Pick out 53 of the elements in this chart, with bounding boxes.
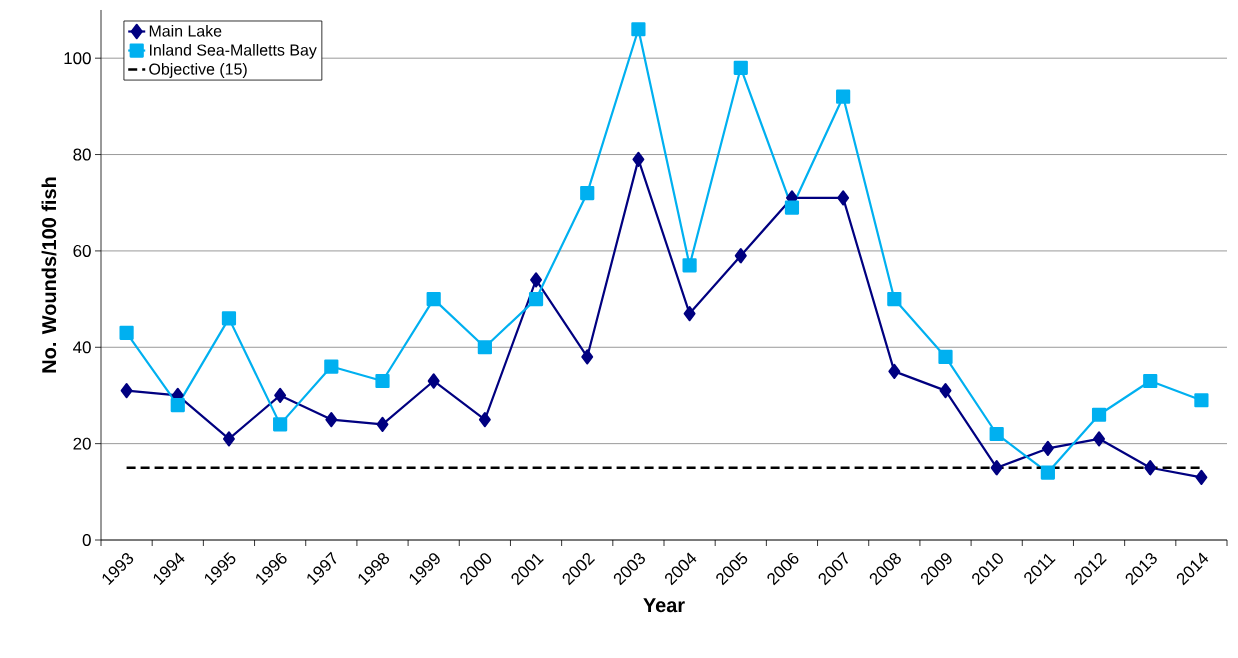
point <box>734 248 747 264</box>
point <box>784 200 800 215</box>
y-tick-label: 0 <box>82 534 91 546</box>
y-tick-label: 80 <box>73 148 91 161</box>
y-tick-label: 60 <box>73 244 91 257</box>
point <box>325 411 338 428</box>
point <box>222 431 235 447</box>
point <box>120 383 133 399</box>
point <box>733 60 748 75</box>
point <box>1144 460 1157 476</box>
point <box>888 363 901 379</box>
y-axis-title: No. Wounds/100 fish <box>41 177 57 373</box>
point <box>1040 465 1055 480</box>
point <box>1194 393 1209 408</box>
point <box>632 151 645 167</box>
point <box>1195 469 1208 485</box>
point <box>427 373 440 389</box>
point <box>478 411 491 428</box>
y-tick-label: 40 <box>73 341 91 354</box>
point <box>938 349 953 365</box>
point <box>324 359 339 374</box>
point <box>682 258 697 273</box>
point <box>426 291 441 307</box>
point <box>530 272 543 288</box>
point <box>477 340 492 355</box>
point <box>119 325 134 340</box>
point <box>989 426 1004 442</box>
point <box>939 383 952 399</box>
point <box>221 311 237 326</box>
legend-label: Inland Sea-Malletts Bay <box>149 44 317 59</box>
point <box>581 349 594 365</box>
point <box>836 89 851 104</box>
point <box>631 22 646 37</box>
point <box>273 417 288 432</box>
y-tick-label: 100 <box>64 52 91 65</box>
point <box>376 416 389 432</box>
point <box>375 373 390 389</box>
legend-label: Main Lake <box>149 24 222 37</box>
point <box>683 305 696 322</box>
legend-label: Objective (15) <box>149 63 247 78</box>
point <box>1143 373 1158 389</box>
point <box>887 291 902 307</box>
x-axis-title: Year <box>643 598 685 613</box>
point <box>990 460 1003 476</box>
point <box>528 291 544 307</box>
point <box>1093 431 1106 447</box>
point <box>580 185 595 201</box>
y-tick-label: 20 <box>73 437 91 450</box>
point <box>837 190 850 206</box>
point <box>1091 407 1107 422</box>
point <box>1041 440 1054 457</box>
point <box>274 387 287 404</box>
point <box>170 397 185 413</box>
